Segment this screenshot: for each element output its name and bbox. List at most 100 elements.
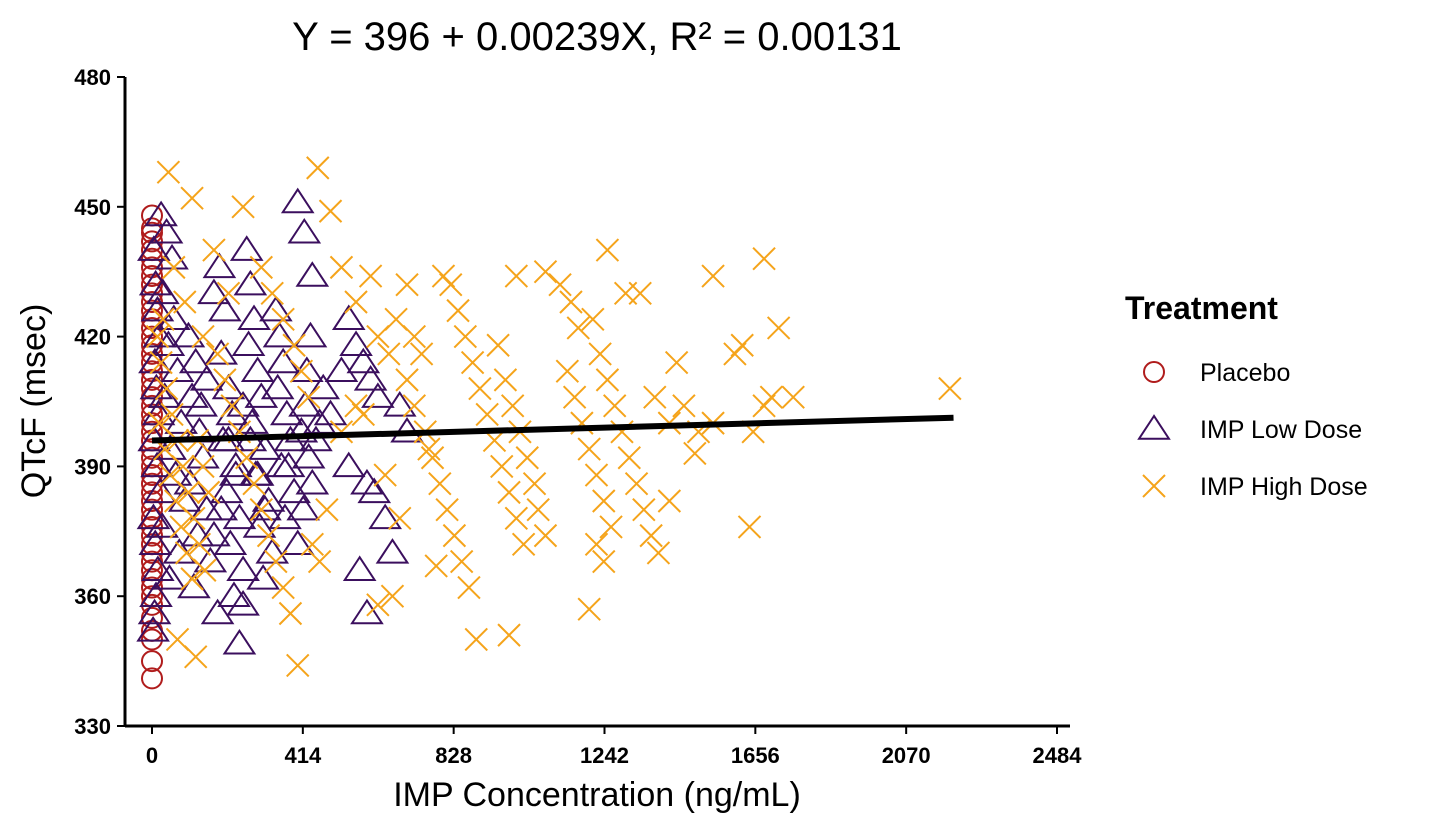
y-axis-title: QTcF (msec) [15,304,53,499]
high-dose-point [468,376,492,401]
regression-layer [151,414,954,444]
high-dose-point [329,255,354,280]
placebo-point [141,667,163,690]
high-dose-point [289,359,314,383]
legend-label: IMP Low Dose [1200,416,1362,444]
high-dose-point [588,342,612,366]
x-tick-label: 1656 [731,743,780,768]
high-dose-point [424,554,448,578]
high-dose-point [428,471,452,496]
low-dose-point [171,321,206,348]
low-dose-point [229,235,264,261]
high-dose-point [184,645,208,669]
high-dose-point [617,446,641,470]
high-dose-point [249,255,274,280]
high-dose-point [672,394,696,418]
high-dose-point [162,255,186,280]
high-dose-point [388,506,412,531]
high-dose-point [358,264,383,288]
high-dose-point [187,532,212,556]
high-dose-point [526,497,550,522]
high-dose-point [213,368,237,392]
low-dose-point [193,546,228,573]
low-dose-point [339,330,373,357]
placebo-point [141,524,163,547]
low-dose-point [197,278,231,305]
high-dose-point [439,272,463,297]
high-dose-point [344,290,368,314]
high-dose-point [149,350,173,375]
high-dose-point [559,290,583,314]
placebo-point [141,290,163,313]
low-dose-point [331,304,366,331]
high-dose-point [522,471,547,496]
low-dose-point [288,391,322,417]
high-dose-point [366,593,390,617]
high-dose-point [602,394,627,418]
low-dose-point [149,217,184,244]
low-dose-point [162,538,197,564]
high-dose-point [759,385,784,409]
low-dose-point [138,269,173,296]
low-dose-point [164,408,198,434]
high-dose-point [562,385,587,409]
low-dose-point [145,512,180,538]
low-dose-point [266,347,300,374]
high-dose-point [497,480,521,505]
low-dose-point [295,468,330,495]
high-dose-point [377,342,401,366]
high-dose-point [595,368,620,392]
low-dose-point [361,382,395,408]
low-dose-point [280,529,315,556]
high-dose-point [409,342,434,366]
y-tick-label: 420 [74,325,111,350]
high-dose-point [256,523,281,548]
high-dose-point [632,497,656,522]
low-dose-point [280,187,315,214]
high-dose-point [193,558,217,582]
high-dose-point [664,350,689,375]
high-dose-point [196,480,221,505]
high-dose-point [730,333,754,357]
low-dose-point [152,564,187,590]
high-dose-point [154,376,179,401]
low-dose-point [140,295,175,322]
low-dose-point [197,520,231,547]
high-dose-point [460,350,485,375]
low-dose-point [269,399,304,426]
high-dose-point [220,394,244,418]
low-dose-point [357,477,392,504]
low-dose-point [231,330,266,357]
low-dose-point [277,477,311,504]
high-dose-point [260,281,284,306]
low-dose-point [138,529,173,556]
high-dose-point [329,420,354,444]
high-dose-point [420,446,445,470]
high-dose-point [176,480,201,505]
high-dose-point [315,497,339,522]
high-dose-point [417,437,441,461]
high-dose-point [242,471,266,496]
y-tick-label: 360 [74,584,111,609]
legend-key-triangle [1137,414,1171,440]
high-dose-point [442,523,467,548]
high-dose-point [752,247,776,271]
high-dose-point [599,515,623,539]
high-dose-point [486,333,510,357]
low-dose-point [286,494,321,521]
high-dose-point [271,307,295,332]
low-dose-point [313,399,348,426]
low-dose-point [375,538,410,564]
high-dose-point [577,437,601,461]
low-dose-point [202,252,237,279]
legend: Treatment Placebo IMP Low Dose IMP High Do… [1125,290,1368,501]
high-dose-point [307,549,332,574]
low-dose-point [226,590,260,616]
high-dose-point [173,290,197,314]
high-dose-point [490,454,514,479]
low-dose-point [295,261,330,287]
chart-title: Y = 396 + 0.00239X, R² = 0.00131 [292,15,902,59]
low-dose-point [233,269,268,296]
high-dose-point [628,281,652,306]
